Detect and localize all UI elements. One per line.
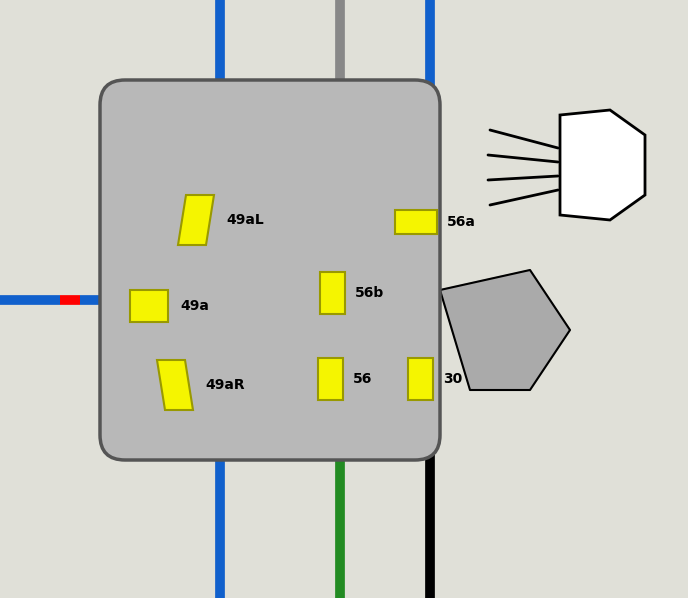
Bar <box>318 358 343 400</box>
Text: 56: 56 <box>353 372 372 386</box>
Bar <box>395 210 437 234</box>
Polygon shape <box>560 110 645 220</box>
Bar <box>320 272 345 314</box>
Text: 49aR: 49aR <box>205 378 245 392</box>
FancyBboxPatch shape <box>100 80 440 460</box>
Bar <box>408 358 433 400</box>
Text: 49aL: 49aL <box>226 213 264 227</box>
Polygon shape <box>440 270 570 390</box>
Text: 30: 30 <box>443 372 462 386</box>
Text: 49a: 49a <box>180 299 209 313</box>
Text: 56a: 56a <box>447 215 476 229</box>
Text: 56b: 56b <box>355 286 385 300</box>
Polygon shape <box>178 195 214 245</box>
Polygon shape <box>157 360 193 410</box>
Bar <box>130 290 168 322</box>
